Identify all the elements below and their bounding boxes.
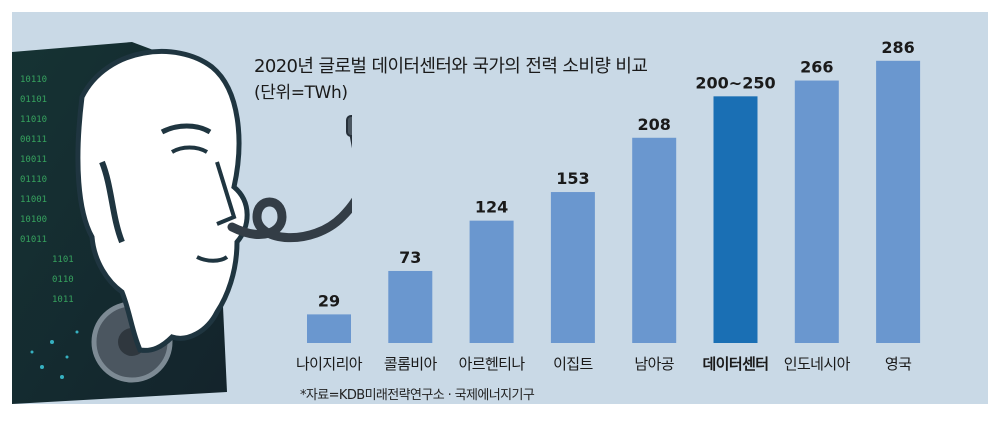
value-label-6: 200~250 (695, 73, 775, 92)
bar-3 (469, 220, 514, 343)
category-label-4: 이집트 (553, 355, 593, 373)
svg-text:10110: 10110 (20, 75, 47, 85)
value-label-5: 208 (637, 115, 670, 134)
svg-text:10011: 10011 (20, 155, 47, 165)
bar-2 (388, 270, 433, 343)
svg-text:1011: 1011 (52, 295, 74, 305)
svg-text:1101: 1101 (52, 255, 74, 265)
bar-5 (632, 137, 677, 343)
chart-title: 2020년 글로벌 데이터센터와 국가의 전력 소비량 비교 (254, 56, 648, 77)
bar-6 (713, 96, 758, 343)
bar-7 (794, 80, 839, 344)
chart-source: *자료=KDB미래전략연구소 · 국제에너지기구 (300, 388, 535, 403)
category-label-5: 남아공 (634, 355, 674, 373)
chart-unit: (단위=TWh) (254, 83, 348, 103)
value-label-2: 73 (399, 248, 421, 267)
svg-text:01011: 01011 (20, 235, 47, 245)
category-label-2: 콜롬비아 (384, 355, 438, 373)
category-label-3: 아르헨티나 (459, 355, 526, 373)
ai-head-with-power-plug-icon: 10110 01101 11010 00111 10011 01110 11001 101… (12, 42, 352, 404)
bar-chart: 29 나이지리아 73 콜롬비아 124 아르헨티나 153 이집트 208 남아공 200~250… (296, 38, 921, 373)
svg-text:11001: 11001 (20, 195, 47, 205)
value-label-8: 286 (881, 38, 914, 57)
svg-text:00111: 00111 (20, 135, 47, 145)
svg-text:01101: 01101 (20, 95, 47, 105)
value-label-3: 124 (475, 198, 508, 217)
bar-4 (550, 192, 595, 343)
svg-text:10100: 10100 (20, 215, 47, 225)
chart-panel: 10110 01101 11010 00111 10011 01110 11001 101… (12, 12, 988, 404)
category-label-1: 나이지리아 (296, 355, 363, 373)
svg-text:01110: 01110 (20, 175, 47, 185)
bar-8 (876, 60, 921, 344)
value-label-1: 29 (318, 291, 340, 310)
svg-text:0110: 0110 (52, 275, 74, 285)
category-label-8: 영국 (885, 355, 912, 373)
category-label-7: 인도네시아 (784, 355, 851, 373)
svg-text:11010: 11010 (20, 115, 47, 125)
value-label-7: 266 (800, 58, 833, 77)
category-label-6: 데이터센터 (702, 355, 768, 373)
value-label-4: 153 (556, 169, 589, 188)
bar-1 (307, 314, 351, 343)
